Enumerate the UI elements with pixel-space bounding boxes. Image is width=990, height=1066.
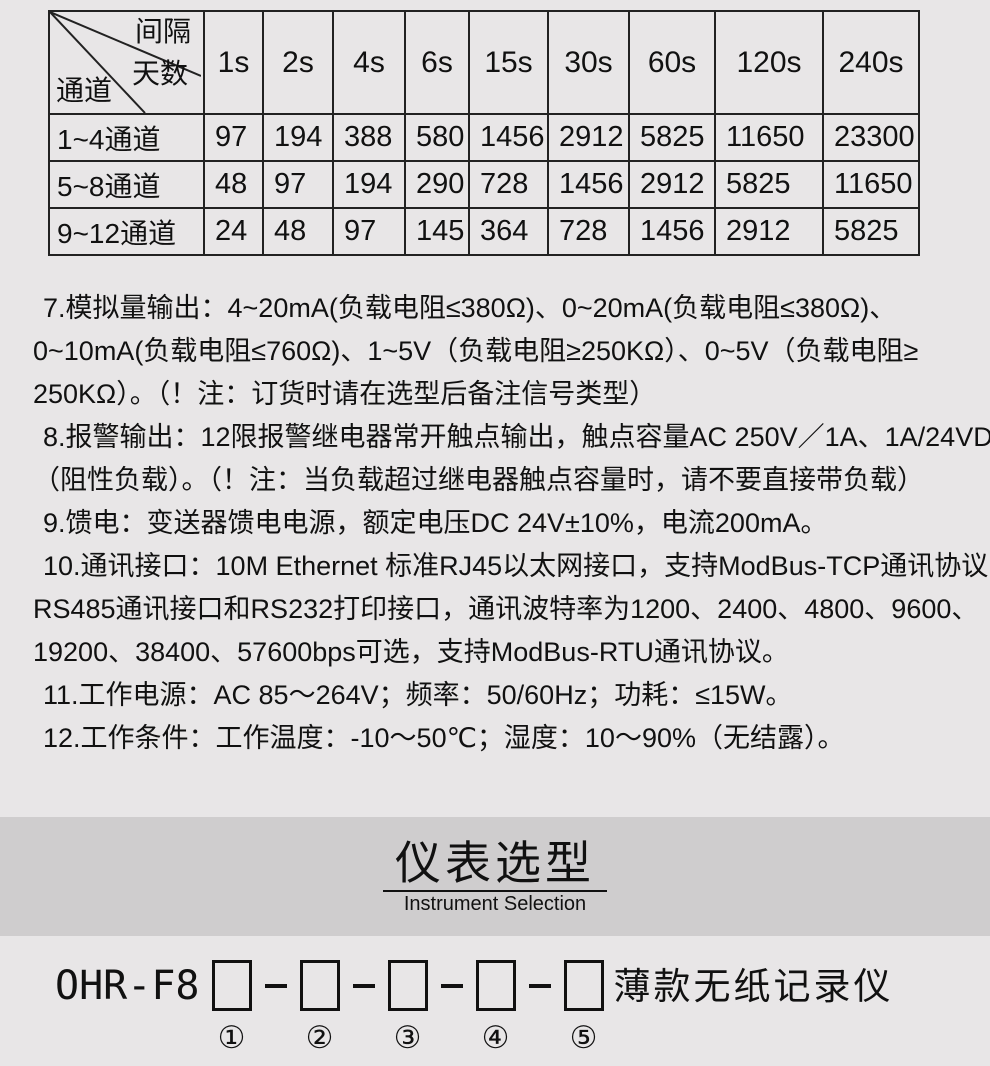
dash-separator	[528, 960, 551, 1012]
days-value-cell: 364	[468, 207, 549, 256]
spec-line: 7.模拟量输出：4~20mA(负载电阻≤380Ω)、0~20mA(负载电阻≤38…	[43, 293, 897, 323]
model-suffix: 薄款无纸记录仪	[613, 966, 894, 1007]
table-row: 5~8通道 48 97 194 290 728 1456 2912 5825 11650	[48, 160, 920, 209]
days-value-cell: 388	[332, 113, 406, 162]
days-value-cell: 1456	[628, 207, 716, 256]
model-code-slot: ③	[387, 960, 428, 1056]
dash-icon	[528, 984, 551, 988]
dash-icon	[264, 984, 287, 988]
code-box	[387, 960, 428, 1011]
interval-column-header: 1s	[203, 10, 264, 115]
dash-separator	[440, 960, 463, 1012]
days-value-cell: 11650	[822, 160, 920, 209]
spec-line: 0~10mA(负载电阻≤760Ω)、1~5V（负载电阻≥250KΩ）、0~5V（…	[33, 336, 919, 366]
table-row: 9~12通道 24 48 97 145 364 728 1456 2912 5825	[48, 207, 920, 256]
code-box	[211, 960, 252, 1011]
days-value-cell: 24	[203, 207, 264, 256]
table-header-row: 间隔 天数 通道 1s 2s 4s 6s 15s 30s 60s 120s 240s	[48, 10, 920, 115]
model-code-slots: ① ② ③ ④ ⑤	[211, 960, 604, 1056]
interval-column-header: 60s	[628, 10, 716, 115]
model-prefix: OHR-F8	[55, 963, 200, 1009]
circled-number: ⑤	[569, 1020, 598, 1056]
days-value-cell: 11650	[714, 113, 824, 162]
days-value-cell: 290	[404, 160, 470, 209]
days-value-cell: 580	[404, 113, 470, 162]
interval-column-header: 30s	[547, 10, 630, 115]
interval-column-header: 6s	[404, 10, 470, 115]
channel-row-label: 5~8通道	[48, 160, 205, 209]
channel-row-label: 1~4通道	[48, 113, 205, 162]
model-code-slot: ②	[299, 960, 340, 1056]
days-value-cell: 145	[404, 207, 470, 256]
spec-line: 10.通讯接口：10M Ethernet 标准RJ45以太网接口，支持ModBu…	[43, 551, 990, 581]
days-value-cell: 48	[262, 207, 334, 256]
spec-line: 8.报警输出：12限报警继电器常开触点输出，触点容量AC 250V／1A、1A/…	[43, 422, 990, 452]
model-code-slot: ④	[475, 960, 516, 1056]
spec-line: 9.馈电：变送器馈电电源，额定电压DC 24V±10%，电流200mA。	[43, 508, 828, 538]
interval-column-header: 240s	[822, 10, 920, 115]
code-box	[563, 960, 604, 1011]
interval-column-header: 120s	[714, 10, 824, 115]
dash-separator	[264, 960, 287, 1012]
spec-line: （阻性负载）。（！注：当负载超过继电器触点容量时，请不要直接带负载）	[33, 465, 924, 495]
days-value-cell: 1456	[468, 113, 549, 162]
storage-capacity-table: 间隔 天数 通道 1s 2s 4s 6s 15s 30s 60s 120s 240s 1~4通道…	[48, 10, 920, 256]
days-value-cell: 5825	[822, 207, 920, 256]
interval-column-header: 2s	[262, 10, 334, 115]
days-value-cell: 728	[547, 207, 630, 256]
days-value-cell: 97	[203, 113, 264, 162]
days-value-cell: 194	[262, 113, 334, 162]
dash-icon	[440, 984, 463, 988]
spec-line: 19200、38400、57600bps可选，支持ModBus-RTU通讯协议。	[33, 637, 789, 667]
days-value-cell: 2912	[628, 160, 716, 209]
dash-icon	[352, 984, 375, 988]
spec-line: RS485通讯接口和RS232打印接口，通讯波特率为1200、2400、4800…	[33, 594, 979, 624]
interval-column-header: 15s	[468, 10, 549, 115]
section-band: 仪表选型 Instrument Selection	[0, 817, 990, 936]
circled-number: ③	[393, 1020, 422, 1056]
days-value-cell: 97	[332, 207, 406, 256]
model-code-slot: ①	[211, 960, 252, 1056]
corner-interval-label: 间隔	[134, 16, 191, 47]
days-value-cell: 2912	[714, 207, 824, 256]
channel-row-label: 9~12通道	[48, 207, 205, 256]
model-code-diagram: OHR-F8 ① ② ③ ④ ⑤ 薄款无纸记录仪	[55, 960, 894, 1055]
circled-number: ④	[481, 1020, 510, 1056]
days-value-cell: 97	[262, 160, 334, 209]
corner-diagonal-lines	[51, 13, 201, 112]
spec-line: 250KΩ）。（！注：订货时请在选型后备注信号类型）	[33, 379, 657, 409]
circled-number: ①	[217, 1020, 246, 1056]
code-box	[299, 960, 340, 1011]
spec-text-block: 7.模拟量输出：4~20mA(负载电阻≤380Ω)、0~20mA(负载电阻≤38…	[33, 287, 990, 760]
days-value-cell: 728	[468, 160, 549, 209]
days-value-cell: 5825	[714, 160, 824, 209]
days-value-cell: 23300	[822, 113, 920, 162]
spec-line: 12.工作条件：工作温度：-10～50℃；湿度：10～90%（无结露）。	[43, 723, 845, 753]
spec-line: 11.工作电源：AC 85～264V；频率：50/60Hz；功耗：≤15W。	[43, 680, 793, 710]
section-subtitle: Instrument Selection	[403, 893, 587, 916]
days-value-cell: 194	[332, 160, 406, 209]
model-code-slot: ⑤	[563, 960, 604, 1056]
section-title: 仪表选型	[383, 837, 607, 893]
table-corner-cell: 间隔 天数 通道	[48, 10, 205, 115]
corner-channel-label: 通道	[56, 75, 113, 106]
days-value-cell: 1456	[547, 160, 630, 209]
table-row: 1~4通道 97 194 388 580 1456 2912 5825 11650 23300	[48, 113, 920, 162]
days-value-cell: 5825	[628, 113, 716, 162]
days-value-cell: 2912	[547, 113, 630, 162]
code-box	[475, 960, 516, 1011]
dash-separator	[352, 960, 375, 1012]
days-value-cell: 48	[203, 160, 264, 209]
interval-column-header: 4s	[332, 10, 406, 115]
circled-number: ②	[305, 1020, 334, 1056]
corner-days-label: 天数	[132, 58, 189, 89]
